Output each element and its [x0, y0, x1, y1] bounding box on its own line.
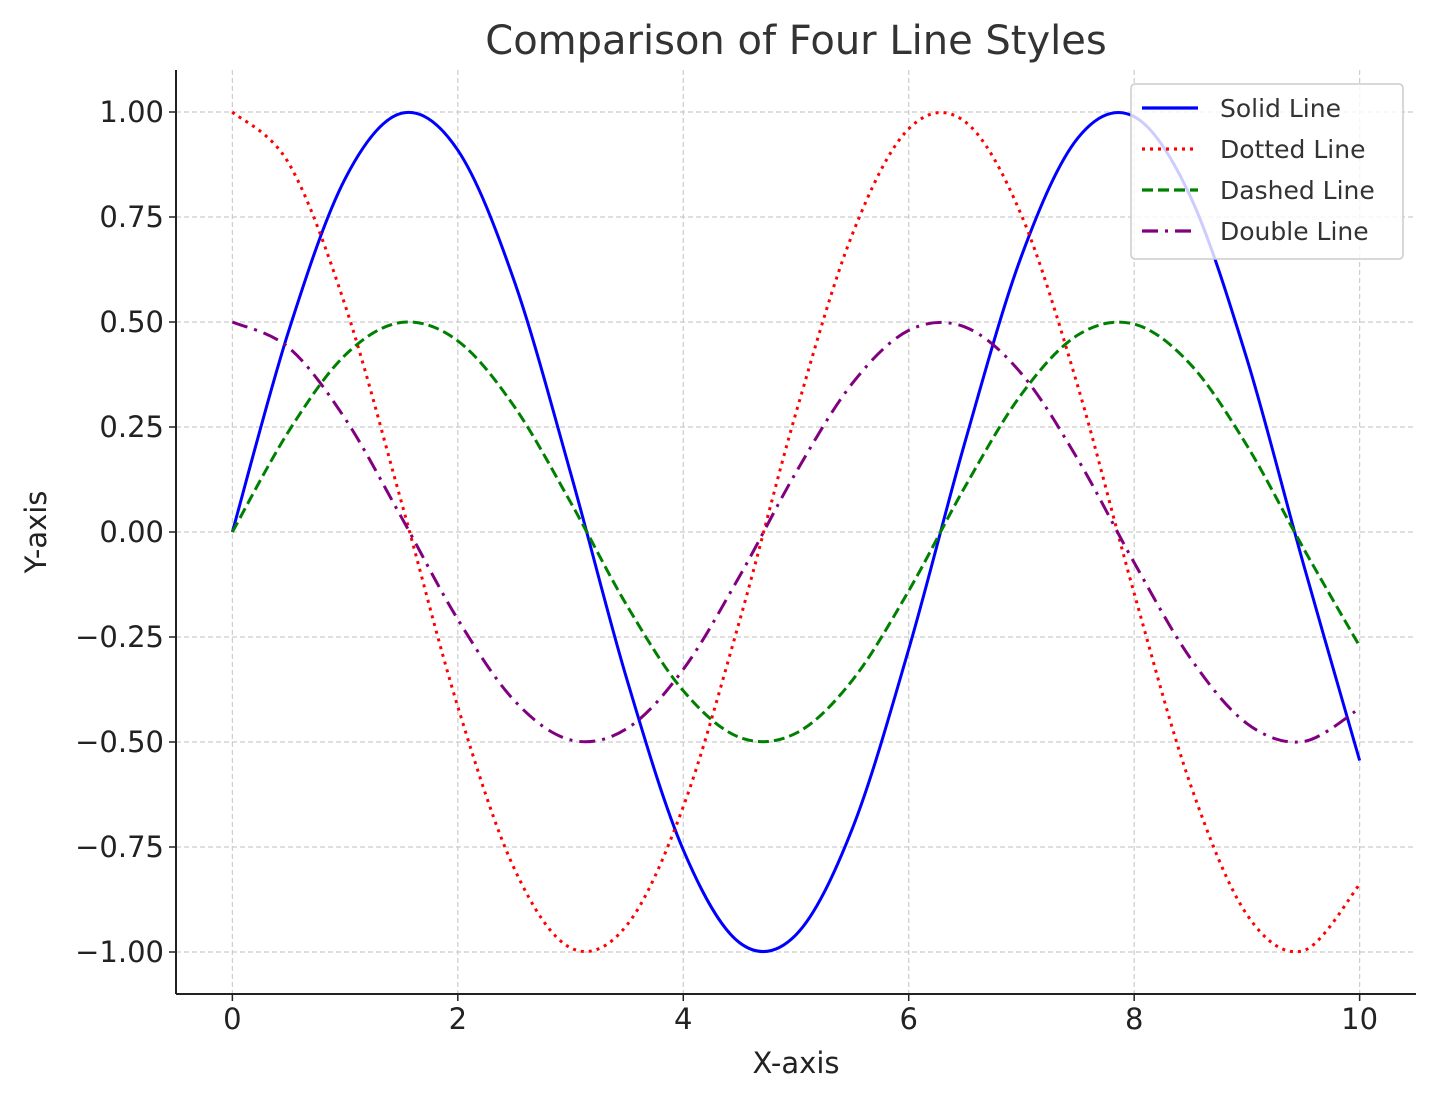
- y-tick-label: 0.25: [99, 410, 164, 444]
- y-axis-label: Y-axis: [19, 491, 53, 575]
- legend-box: [1130, 83, 1404, 260]
- x-axis-label: X-axis: [753, 1046, 840, 1080]
- y-tick-label: −0.75: [75, 830, 164, 864]
- series-line-dashed-line: [231, 320, 1361, 744]
- x-tick-label: 10: [1341, 1002, 1378, 1036]
- y-tick-label: 0.75: [99, 200, 164, 234]
- legend: Solid Line Dotted Line Dashed Line Double L…: [1130, 83, 1404, 260]
- y-tick-label: −1.00: [75, 935, 164, 969]
- y-tick-label: −0.50: [75, 725, 164, 759]
- x-tick-label: 6: [900, 1002, 918, 1036]
- y-tick-label: −0.25: [75, 620, 164, 654]
- y-tick-label: 1.00: [99, 95, 164, 129]
- x-tick-label: 2: [449, 1002, 467, 1036]
- chart-title: Comparison of Four Line Styles: [485, 18, 1106, 64]
- legend-label: Double Line: [1220, 217, 1369, 246]
- legend-label: Dotted Line: [1220, 135, 1365, 164]
- x-tick-label: 4: [674, 1002, 692, 1036]
- x-tick-label: 8: [1125, 1002, 1143, 1036]
- x-tick-label: 0: [223, 1002, 241, 1036]
- series-line-dotted-line: [231, 110, 1361, 954]
- legend-label: Dashed Line: [1220, 176, 1375, 205]
- legend-label: Solid Line: [1220, 94, 1341, 123]
- series-line-double-line: [231, 320, 1361, 744]
- y-tick-label: 0.50: [99, 305, 164, 339]
- tick-labels: 0 2 4 6 8 10 1.00 0.75 0.50 0.25 0.00 −0.25 −0.50 −0.…: [75, 95, 1378, 1036]
- y-tick-label: 0.00: [99, 515, 164, 549]
